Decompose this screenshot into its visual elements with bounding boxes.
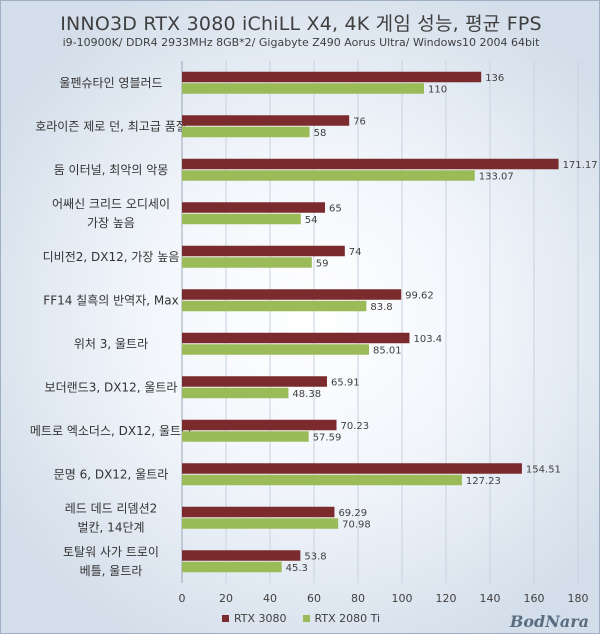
x-tick-label: 100: [392, 592, 413, 605]
x-tick-label: 140: [480, 592, 501, 605]
legend-item-rtx3080: RTX 3080: [221, 612, 287, 625]
bar-rtx2080ti: [182, 431, 309, 442]
bar-rtx3080: [182, 202, 325, 213]
data-label-rtx2080ti: 127.23: [466, 476, 501, 487]
data-label-rtx2080ti: 57.59: [313, 432, 342, 443]
legend-swatch-rtx2080ti: [302, 615, 310, 622]
x-tick-label: 40: [263, 592, 277, 605]
data-label-rtx2080ti: 70.98: [342, 519, 371, 530]
category-label: 둠 이터널, 최악의 악몽: [54, 163, 169, 177]
bar-rtx3080: [182, 419, 337, 431]
category-label: 디비전2, DX12, 가장 높음: [43, 250, 180, 264]
category-label: FF14 칠흑의 반역자, Max: [43, 293, 178, 307]
x-tick-label: 20: [219, 592, 233, 605]
data-label-rtx2080ti: 58: [314, 128, 327, 139]
legend: RTX 3080 RTX 2080 Ti: [1, 612, 600, 625]
category-label: 보더랜드3, DX12, 울트라: [45, 380, 178, 394]
category-label: 벌칸, 14단계: [77, 520, 144, 534]
bar-rtx2080ti: [182, 474, 462, 486]
data-label-rtx3080: 69.29: [338, 508, 367, 519]
bar-rtx2080ti: [182, 83, 424, 94]
bar-rtx2080ti: [182, 300, 367, 312]
category-label: 토탈워 사가 트로이: [63, 545, 159, 559]
x-tick-label: 160: [524, 592, 545, 605]
x-tick-label: 0: [179, 592, 186, 605]
category-label: 가장 높음: [87, 216, 135, 230]
data-label-rtx3080: 99.62: [405, 290, 434, 301]
bar-rtx2080ti: [182, 344, 370, 355]
bar-rtx3080: [182, 506, 335, 518]
bar-rtx2080ti: [182, 170, 475, 181]
data-label-rtx2080ti: 48.38: [292, 389, 321, 400]
x-tick-label: 120: [436, 592, 457, 605]
data-label-rtx2080ti: 133.07: [479, 171, 514, 182]
chart-title: INNO3D RTX 3080 iChiLL X4, 4K 게임 성능, 평균 …: [60, 13, 542, 35]
bar-rtx2080ti: [182, 561, 282, 573]
data-label-rtx3080: 70.23: [341, 421, 370, 432]
data-label-rtx2080ti: 59: [316, 258, 329, 269]
category-label: 어쌔신 크리드 오디세이: [52, 197, 170, 211]
data-label-rtx2080ti: 83.8: [370, 302, 392, 313]
bodnara-logo: BodNara: [509, 612, 589, 631]
category-label: 위처 3, 울트라: [74, 337, 148, 351]
bar-rtx2080ti: [182, 213, 301, 225]
data-label-rtx3080: 65.91: [331, 377, 360, 388]
legend-label-rtx2080ti: RTX 2080 Ti: [314, 612, 381, 625]
data-label-rtx2080ti: 110: [428, 84, 447, 95]
bar-rtx2080ti: [182, 126, 310, 138]
bar-rtx2080ti: [182, 518, 339, 529]
data-label-rtx3080: 53.8: [304, 551, 326, 562]
data-label-rtx3080: 74: [349, 247, 362, 258]
bar-rtx2080ti: [182, 257, 312, 268]
data-label-rtx3080: 154.51: [526, 464, 561, 475]
category-label: 레드 데드 리뎀션2: [65, 501, 158, 515]
category-label: 문명 6, DX12, 울트라: [54, 467, 169, 481]
data-label-rtx3080: 76: [353, 116, 366, 127]
bar-rtx3080: [182, 332, 410, 344]
chart-subtitle: i9-10900K/ DDR4 2933MHz 8GB*2/ Gigabyte …: [62, 36, 540, 49]
category-label: 호라이즌 제로 던, 최고급 품질: [35, 119, 187, 133]
category-label: 베틀, 울트라: [80, 564, 143, 578]
category-label: 울펜슈타인 영블러드: [59, 76, 162, 90]
bar-rtx3080: [182, 158, 559, 170]
bar-rtx3080: [182, 463, 522, 474]
legend-item-rtx2080ti: RTX 2080 Ti: [302, 612, 381, 625]
x-tick-label: 180: [568, 592, 589, 605]
bar-rtx3080: [182, 376, 328, 387]
data-label-rtx3080: 171.17: [563, 160, 598, 171]
bar-rtx3080: [182, 71, 482, 83]
data-label-rtx2080ti: 85.01: [373, 345, 402, 356]
category-label: 메트로 엑소더스, DX12, 울트라: [30, 424, 192, 438]
bar-rtx3080: [182, 289, 402, 300]
data-label-rtx3080: 136: [485, 73, 504, 84]
bar-rtx2080ti: [182, 387, 289, 399]
data-label-rtx2080ti: 54: [305, 215, 318, 226]
legend-label-rtx3080: RTX 3080: [233, 612, 287, 625]
bar-rtx3080: [182, 245, 345, 257]
data-label-rtx2080ti: 45.3: [286, 563, 308, 574]
bar-rtx3080: [182, 115, 350, 126]
legend-swatch-rtx3080: [221, 615, 229, 622]
x-tick-label: 60: [307, 592, 321, 605]
bar-rtx3080: [182, 550, 301, 561]
x-tick-label: 80: [351, 592, 365, 605]
data-label-rtx3080: 65: [329, 203, 342, 214]
data-label-rtx3080: 103.4: [413, 334, 442, 345]
